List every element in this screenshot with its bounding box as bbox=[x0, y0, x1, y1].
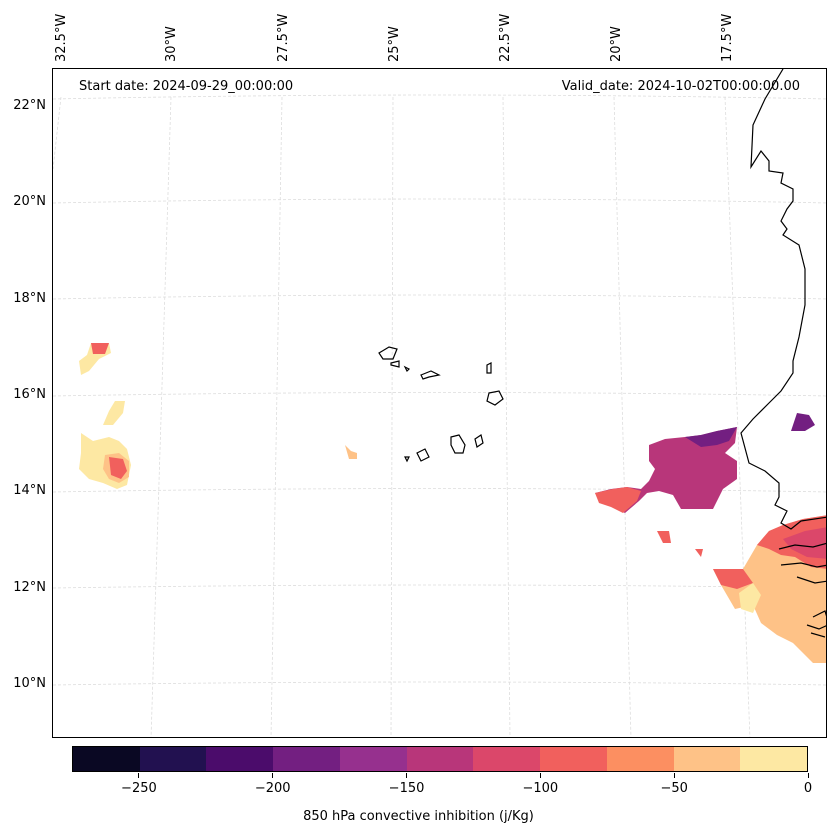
island-boa-vista bbox=[486, 390, 504, 406]
colorbar-tick-label: −100 bbox=[522, 781, 559, 796]
island-sao-vicente bbox=[390, 360, 400, 368]
colorbar-tick bbox=[539, 773, 541, 778]
cin-region-east-west-lobe bbox=[595, 487, 641, 513]
cin-region-east-main-edge bbox=[685, 427, 737, 447]
colorbar-segment bbox=[673, 747, 741, 771]
colorbar-tick bbox=[406, 773, 408, 778]
island-maio bbox=[474, 434, 484, 448]
cin-field bbox=[79, 343, 826, 663]
lat-label-14n: 14°N bbox=[13, 483, 46, 498]
colorbar-tick-label: −250 bbox=[121, 781, 157, 796]
lat-label-16n: 16°N bbox=[13, 387, 46, 402]
africa-coastline bbox=[740, 69, 826, 530]
island-santa-luzia bbox=[403, 365, 411, 373]
colorbar-segment bbox=[339, 747, 407, 771]
colorbar-tick bbox=[138, 773, 140, 778]
coastline-gambia bbox=[780, 562, 826, 568]
lat-label-22n: 22°N bbox=[13, 98, 46, 113]
lon-label-32-5w: 32.5°W bbox=[54, 13, 69, 62]
colorbar-tick-label: −200 bbox=[254, 781, 291, 796]
coastline-guinea-islands bbox=[806, 610, 826, 638]
island-brava bbox=[404, 456, 410, 463]
colorbar-segment bbox=[273, 747, 340, 771]
cin-region-southeast-pale bbox=[739, 583, 761, 613]
island-santo-antao bbox=[378, 346, 398, 360]
colorbar bbox=[72, 746, 808, 772]
lon-label-27-5w: 27.5°W bbox=[276, 13, 291, 62]
cin-region-central bbox=[345, 445, 357, 459]
colorbar-segment bbox=[206, 747, 274, 771]
cin-region-southeast-deep bbox=[783, 527, 826, 559]
colorbar-segment bbox=[540, 747, 607, 771]
lon-label-22-5w: 22.5°W bbox=[498, 13, 513, 62]
map-canvas bbox=[53, 69, 826, 737]
colorbar-label: 850 hPa convective inhibition (j/Kg) bbox=[303, 809, 534, 824]
island-sal bbox=[486, 362, 492, 374]
colorbar-segment bbox=[740, 747, 808, 771]
colorbar-segment bbox=[606, 747, 674, 771]
cin-region-far-east bbox=[791, 413, 815, 431]
map-panel bbox=[52, 68, 827, 738]
cin-region-southeast-edge bbox=[713, 569, 753, 589]
island-fogo bbox=[416, 448, 430, 462]
colorbar-tick bbox=[272, 773, 274, 778]
colorbar-segment bbox=[473, 747, 541, 771]
cin-region-west-top-core bbox=[91, 343, 109, 354]
graticule bbox=[53, 94, 826, 737]
coastlines bbox=[378, 69, 826, 638]
island-sao-nicolau bbox=[420, 370, 441, 380]
coastline-senegal-river bbox=[778, 542, 826, 550]
lat-label-20n: 20°N bbox=[13, 194, 46, 209]
lon-label-25w: 25°W bbox=[387, 26, 402, 62]
cin-region-east-small-2 bbox=[695, 549, 703, 557]
lon-label-17-5w: 17.5°W bbox=[720, 13, 735, 62]
island-santiago bbox=[450, 434, 466, 454]
lon-label-20w: 20°W bbox=[609, 26, 624, 62]
valid-date-label: Valid_date: 2024-10-02T00:00:00.00 bbox=[561, 79, 800, 94]
colorbar-tick-label: 0 bbox=[803, 781, 813, 796]
colorbar-tick bbox=[673, 773, 675, 778]
cin-region-west-main-core bbox=[109, 457, 127, 479]
lat-label-18n: 18°N bbox=[13, 291, 46, 306]
colorbar-segment bbox=[139, 747, 207, 771]
lat-label-12n: 12°N bbox=[13, 580, 46, 595]
coastline-guinea-1 bbox=[796, 576, 826, 584]
lat-label-10n: 10°N bbox=[13, 676, 46, 691]
colorbar-tick-label: −50 bbox=[660, 781, 688, 796]
cin-region-west-mid bbox=[103, 401, 125, 425]
start-date-label: Start date: 2024-09-29_00:00:00 bbox=[79, 79, 294, 94]
colorbar-tick bbox=[807, 773, 809, 778]
lon-label-30w: 30°W bbox=[164, 26, 179, 62]
colorbar-segment bbox=[406, 747, 474, 771]
colorbar-tick-label: −150 bbox=[388, 781, 425, 796]
colorbar-segment bbox=[73, 747, 140, 771]
cin-region-east-small-1 bbox=[657, 531, 671, 543]
